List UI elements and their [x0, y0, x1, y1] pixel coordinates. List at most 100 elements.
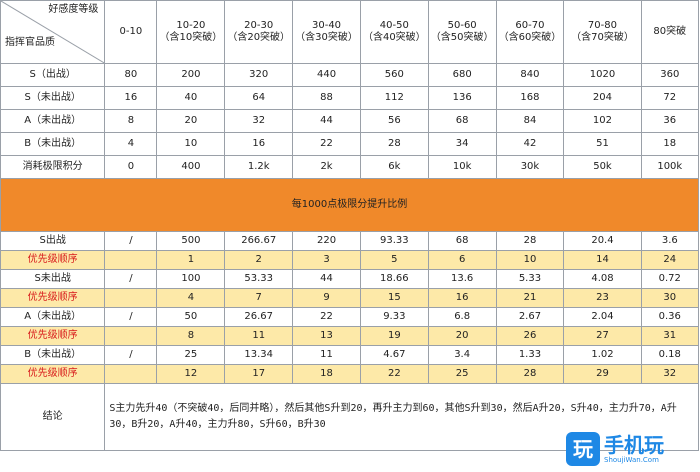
priority-cell: 3: [292, 250, 361, 270]
table-cell: 22: [292, 132, 361, 156]
table-cell: 204: [563, 86, 642, 110]
priority-cell: 21: [495, 288, 565, 308]
table-cell: 680: [427, 63, 497, 87]
table-cell: /: [104, 345, 158, 365]
table-cell: /: [104, 307, 158, 327]
table-cell: 136: [427, 86, 497, 110]
priority-cell: 18: [292, 364, 361, 384]
table-cell: 28: [495, 231, 565, 251]
table-cell: 44: [292, 109, 361, 133]
table-cell: /: [104, 231, 158, 251]
table-cell: 25: [156, 345, 226, 365]
priority-label: 优先级顺序: [0, 250, 106, 270]
table-cell: 42: [495, 132, 565, 156]
table-cell: 34: [427, 132, 497, 156]
priority-cell: 10: [495, 250, 565, 270]
table-cell: 1.02: [563, 345, 642, 365]
table-cell: 9.33: [359, 307, 429, 327]
table-cell: 2.04: [563, 307, 642, 327]
header-col-1: 10-20 （含10突破）: [156, 0, 226, 64]
table-cell: 112: [359, 86, 429, 110]
header-col-5: 50-60 （含50突破）: [427, 0, 497, 64]
table-cell: 13.34: [224, 345, 294, 365]
table-cell: 68: [427, 231, 497, 251]
watermark-url: ShoujiWan.Com: [604, 455, 659, 464]
table-row: 消耗极限积分 0 400 1.2k 2k 6k 10k 30k 50k 100k: [0, 155, 700, 179]
priority-label: 优先级顺序: [0, 288, 106, 308]
table-cell: 4: [104, 132, 158, 156]
table-cell: 30k: [495, 155, 565, 179]
table-cell: 36: [640, 109, 700, 133]
table-cell: 50k: [563, 155, 642, 179]
table-row: A（未出战） 8 20 32 44 56 68 84 102 36: [0, 109, 700, 133]
header-col-3: 30-40 （含30突破）: [292, 0, 361, 64]
priority-cell: 32: [640, 364, 700, 384]
table-row: S（出战） 80 200 320 440 560 680 840 1020 360: [0, 63, 700, 87]
watermark: 玩 手机玩 ShoujiWan.Com: [566, 430, 694, 468]
priority-cell: 26: [495, 326, 565, 346]
priority-cell: 27: [563, 326, 642, 346]
priority-cell: 8: [156, 326, 226, 346]
table-cell: 168: [495, 86, 565, 110]
header-col-7: 70-80 （含70突破）: [563, 0, 642, 64]
table-cell: 72: [640, 86, 700, 110]
table-cell: 10k: [427, 155, 497, 179]
banner-row: 每1000点极限分提升比例: [0, 178, 699, 232]
priority-cell: 29: [563, 364, 642, 384]
ratio-rows: S出战/500 266.67 220 93.33 68 28 20.4 3.6 优先级顺序 1 2 3…: [0, 231, 700, 384]
table-cell: 84: [495, 109, 565, 133]
table-cell: 500: [156, 231, 226, 251]
header-col-4: 40-50 （含40突破）: [359, 0, 429, 64]
table-cell: 200: [156, 63, 226, 87]
table-cell: 0.72: [640, 269, 700, 289]
table-cell: 40: [156, 86, 226, 110]
table-cell: 1.33: [495, 345, 565, 365]
banner-title: 每1000点极限分提升比例: [0, 178, 699, 232]
table-cell: 840: [495, 63, 565, 87]
table-row: S（未出战） 16 40 64 88 112 136 168 204 72: [0, 86, 700, 110]
table-cell: 16: [104, 86, 158, 110]
table-row: A（未出战）/50 26.67 22 9.33 6.8 2.67 2.04 0.36: [0, 307, 700, 327]
table-cell: 28: [359, 132, 429, 156]
table-cell: 100k: [640, 155, 700, 179]
row-label: 消耗极限积分: [0, 155, 106, 179]
priority-cell: 22: [359, 364, 429, 384]
table-cell: 18: [640, 132, 700, 156]
priority-cell: 24: [640, 250, 700, 270]
table-cell: 0.36: [640, 307, 700, 327]
table-cell: 266.67: [224, 231, 294, 251]
table-cell: 4.67: [359, 345, 429, 365]
priority-cell: 23: [563, 288, 642, 308]
table-cell: 0: [104, 155, 158, 179]
affinity-level-label: 好感度等级: [48, 4, 99, 15]
row-label: S（未出战）: [0, 86, 106, 110]
priority-cell: 9: [292, 288, 361, 308]
priority-cell: 14: [563, 250, 642, 270]
priority-cell: [104, 250, 158, 270]
priority-cell: 1: [156, 250, 226, 270]
priority-cell: 31: [640, 326, 700, 346]
priority-cell: 13: [292, 326, 361, 346]
table-cell: 1020: [563, 63, 642, 87]
table-cell: 93.33: [359, 231, 429, 251]
table-cell: 13.6: [427, 269, 497, 289]
table-row: S未出战/100 53.33 44 18.66 13.6 5.33 4.08 0.72: [0, 269, 700, 289]
table-cell: 53.33: [224, 269, 294, 289]
corner-cell: 好感度等级 指挥官品质: [0, 0, 106, 64]
cultivation-table: 好感度等级 指挥官品质 0-10 10-20 （含10突破） 20-30 （含20突…: [0, 0, 700, 451]
header-col-0: 0-10: [104, 0, 158, 64]
table-cell: 44: [292, 269, 361, 289]
table-cell: 22: [292, 307, 361, 327]
priority-row: 优先级顺序 12 17 18 22 25 28 29 32: [0, 364, 700, 384]
table-cell: 16: [224, 132, 294, 156]
priority-cell: 28: [495, 364, 565, 384]
header-col-8: 80突破: [640, 0, 700, 64]
table-cell: 2.67: [495, 307, 565, 327]
watermark-logo-icon: 玩: [566, 432, 600, 466]
watermark-name: 手机玩: [604, 432, 664, 457]
table-cell: 20: [156, 109, 226, 133]
priority-cell: [104, 364, 158, 384]
table-cell: 1.2k: [224, 155, 294, 179]
table-cell: 64: [224, 86, 294, 110]
table-row: B（未出战） 4 10 16 22 28 34 42 51 18: [0, 132, 700, 156]
